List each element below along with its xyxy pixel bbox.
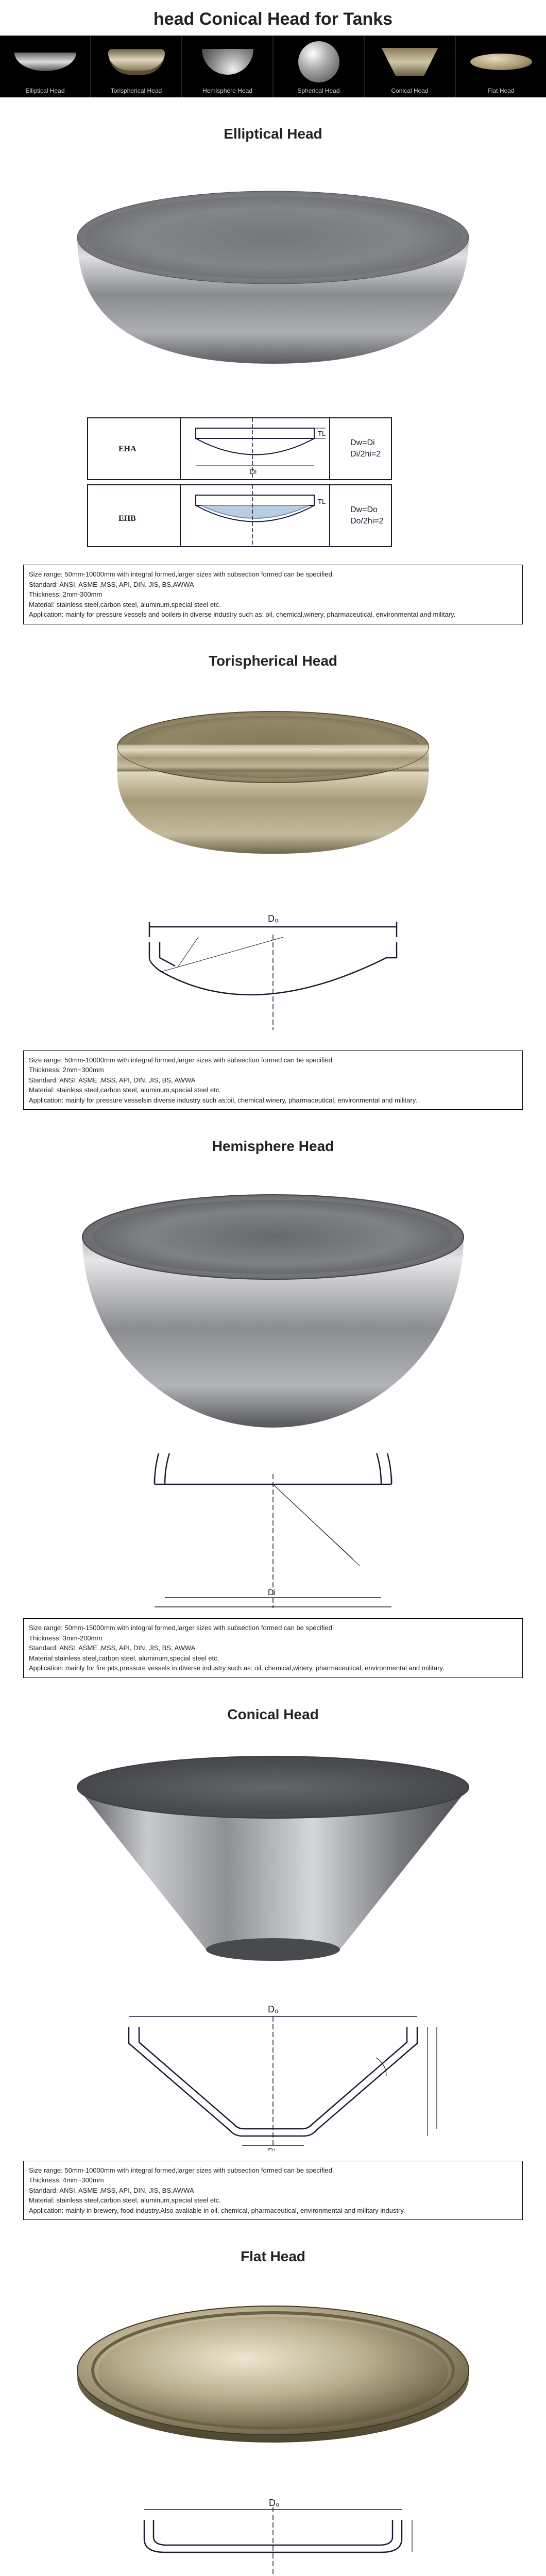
product-photo-flat bbox=[62, 2280, 484, 2466]
svg-text:EHA: EHA bbox=[118, 445, 136, 453]
spec-line: Application: mainly for pressure vessels… bbox=[29, 1095, 517, 1106]
thumb-torispherical: Torispherical Head bbox=[91, 36, 182, 97]
svg-text:TL: TL bbox=[318, 498, 326, 505]
svg-text:TL: TL bbox=[318, 430, 326, 437]
section-title-flat: Flat Head bbox=[0, 2248, 546, 2265]
product-photo-conical bbox=[62, 1738, 484, 1970]
spec-line: Thickness: 3mm-200mm bbox=[29, 1633, 517, 1643]
product-photo-torispherical bbox=[62, 685, 484, 880]
spec-line: Material:stainless steel,carbon steel, a… bbox=[29, 1653, 517, 1664]
spec-line: Size range: 50mm-10000mm with integral f… bbox=[29, 2165, 517, 2176]
thumb-label: Spherical Head bbox=[297, 87, 339, 94]
svg-text:Di/2hi=2: Di/2hi=2 bbox=[350, 450, 381, 459]
thumb-label: Hemisphere Head bbox=[202, 87, 252, 94]
spec-line: Size range: 50mm-10000mm with integral f… bbox=[29, 569, 517, 580]
thumb-label: Flat Head bbox=[487, 87, 514, 94]
svg-text:Di: Di bbox=[250, 467, 257, 476]
product-photo-hemisphere bbox=[62, 1170, 484, 1428]
spec-line: Thickness: 2mm-300mm bbox=[29, 589, 517, 600]
section-title-conical: Conical Head bbox=[0, 1706, 546, 1723]
diagram-elliptical: EHA Di TL Dw=Di Di/2hi=2 EHB TL Dw=Do D bbox=[62, 410, 484, 554]
spec-box-hemisphere: Size range: 50mm-15000mm with integral f… bbox=[23, 1618, 523, 1678]
spec-line: Thickness: 4mm~300mm bbox=[29, 2175, 517, 2185]
spec-line: Standard: ANSI, ASME ,MSS, API, DIN, JIS… bbox=[29, 2185, 517, 2196]
spec-line: Application: mainly for fire pits,pressu… bbox=[29, 1663, 517, 1673]
spec-box-conical: Size range: 50mm-10000mm with integral f… bbox=[23, 2161, 523, 2221]
diagram-conical: D₀ Di bbox=[62, 1996, 484, 2150]
diagram-flat: D₀ bbox=[62, 2492, 484, 2576]
spec-box-elliptical: Size range: 50mm-10000mm with integral f… bbox=[23, 565, 523, 624]
spec-line: Standard: ANSI, ASME ,MSS, API, DIN, JIS… bbox=[29, 580, 517, 590]
section-title-torispherical: Torispherical Head bbox=[0, 653, 546, 669]
svg-text:Dw=Do: Dw=Do bbox=[350, 505, 378, 514]
spec-line: Application: mainly for pressure vessels… bbox=[29, 609, 517, 620]
product-photo-elliptical bbox=[62, 158, 484, 384]
svg-text:D₀: D₀ bbox=[268, 913, 278, 924]
diagram-hemisphere: Di D₀ bbox=[62, 1453, 484, 1608]
thumb-flat: Flat Head bbox=[456, 36, 546, 97]
thumb-hemisphere: Hemisphere Head bbox=[182, 36, 274, 97]
thumb-spherical: Spherical Head bbox=[274, 36, 365, 97]
section-title-hemisphere: Hemisphere Head bbox=[0, 1138, 546, 1155]
thumb-label: Elliptical Head bbox=[25, 87, 64, 94]
thumb-elliptical: Elliptical Head bbox=[0, 36, 91, 97]
svg-text:Dw=Di: Dw=Di bbox=[350, 438, 375, 447]
page-title: head Conical Head for Tanks bbox=[0, 0, 546, 36]
svg-text:Di: Di bbox=[268, 1588, 276, 1597]
thumbnail-strip: Elliptical Head Torispherical Head Hemis… bbox=[0, 36, 546, 97]
thumb-conical: Conical Head bbox=[365, 36, 456, 97]
svg-text:D₀: D₀ bbox=[269, 2498, 279, 2508]
spec-line: Size range: 50mm-10000mm with integral f… bbox=[29, 1055, 517, 1065]
spec-line: Material: stainless steel,carbon steel, … bbox=[29, 1085, 517, 1095]
spec-line: Material: stainless steel,carbon steel, … bbox=[29, 2195, 517, 2206]
thumb-label: Torispherical Head bbox=[111, 87, 162, 94]
spec-line: Standard: ANSI, ASME ,MSS, API, DIN, JIS… bbox=[29, 1075, 517, 1086]
thumb-label: Conical Head bbox=[391, 87, 428, 94]
svg-text:D₀: D₀ bbox=[268, 2004, 278, 2014]
svg-text:Do/2hi=2: Do/2hi=2 bbox=[350, 517, 384, 526]
svg-text:EHB: EHB bbox=[118, 514, 136, 523]
spec-line: Application: mainly in brewery, food ind… bbox=[29, 2206, 517, 2216]
spec-line: Standard: ANSI, ASME ,MSS, API, DIN, JIS… bbox=[29, 1643, 517, 1653]
diagram-torispherical: D₀ bbox=[62, 906, 484, 1040]
spec-line: Material: stainless steel,carbon steel, … bbox=[29, 600, 517, 610]
section-title-elliptical: Elliptical Head bbox=[0, 126, 546, 142]
spec-box-torispherical: Size range: 50mm-10000mm with integral f… bbox=[23, 1050, 523, 1110]
spec-line: Size range: 50mm-15000mm with integral f… bbox=[29, 1623, 517, 1633]
spec-line: Thickness: 2mm~300mm bbox=[29, 1065, 517, 1075]
svg-text:Di: Di bbox=[268, 2147, 275, 2150]
